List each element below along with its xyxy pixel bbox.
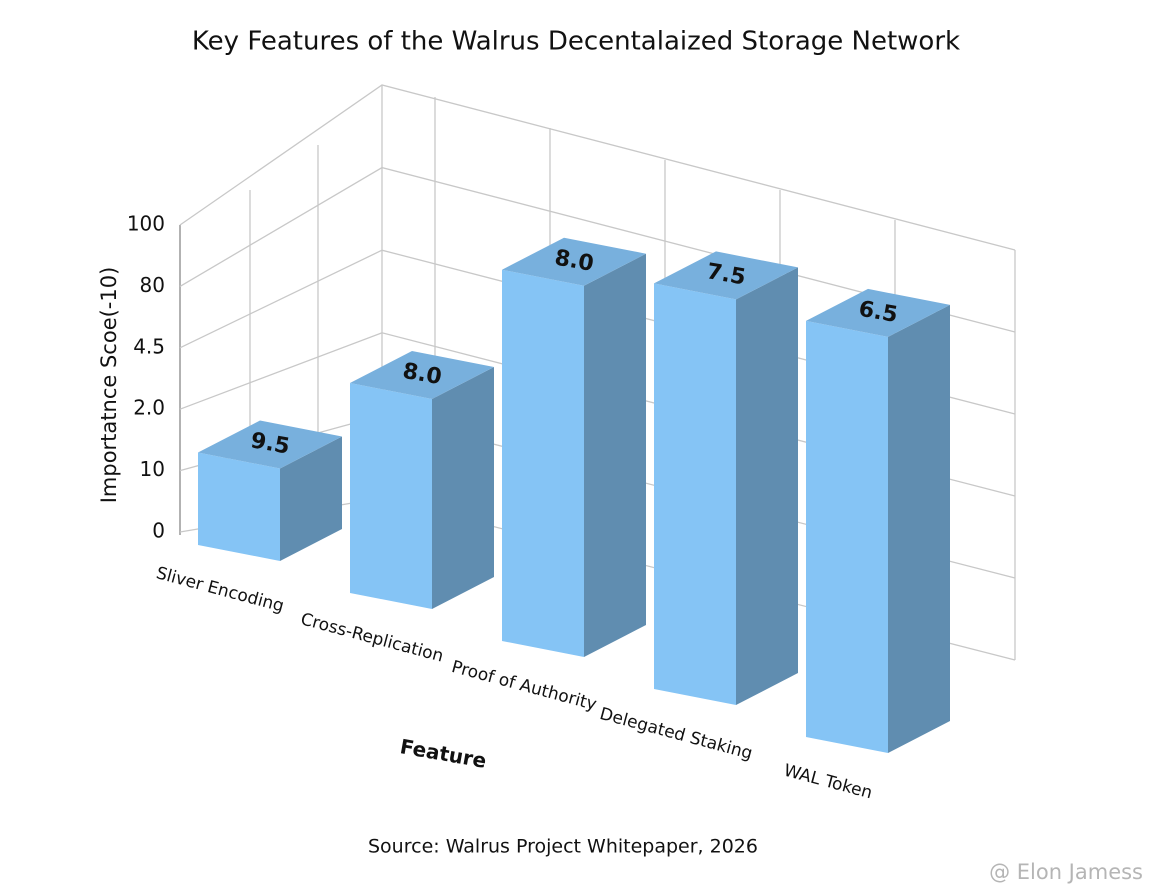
bar bbox=[502, 237, 646, 657]
y-tick-label: 0 bbox=[152, 519, 165, 543]
bar bbox=[654, 251, 798, 705]
bar-top bbox=[502, 237, 646, 286]
x-axis-label: Feature bbox=[398, 734, 488, 773]
grid-line bbox=[179, 84, 1016, 251]
source: Source: Walrus Project Whitepaper, 2026 bbox=[368, 836, 758, 858]
chart-title: Key Features of the Walrus Decentalaized… bbox=[192, 27, 960, 57]
bar-top bbox=[654, 251, 798, 300]
bar-front bbox=[806, 320, 888, 753]
grid-line bbox=[179, 166, 1016, 333]
bar bbox=[806, 288, 950, 753]
bar-front bbox=[350, 383, 432, 609]
y-axis-label: Importatnce Scoe(-10) bbox=[97, 267, 121, 504]
x-tick-label: Sliver Encoding bbox=[154, 563, 286, 616]
bar-top bbox=[806, 288, 950, 337]
bar-top bbox=[198, 420, 342, 469]
y-tick-label: 80 bbox=[140, 273, 165, 297]
x-tick-label: WAL Token bbox=[782, 761, 875, 804]
bar-front bbox=[654, 283, 736, 705]
bar-side bbox=[888, 304, 950, 753]
y-tick-label: 2.0 bbox=[133, 396, 165, 420]
x-tick-label: Delegated Staking bbox=[597, 704, 754, 764]
bar-side bbox=[432, 367, 494, 609]
bar-side bbox=[736, 267, 798, 705]
bar-front bbox=[198, 452, 280, 561]
bar bbox=[198, 420, 342, 561]
y-tick-label: 10 bbox=[140, 457, 165, 481]
watermark: @ Elon Jamess bbox=[989, 860, 1143, 884]
bar-top bbox=[350, 351, 494, 399]
bar-side bbox=[280, 436, 342, 561]
y-tick-label: 4.5 bbox=[133, 334, 165, 358]
x-tick-label: Proof of Authority bbox=[449, 657, 598, 715]
y-tick-label: 100 bbox=[127, 212, 165, 236]
grid-line bbox=[179, 249, 1016, 415]
bar-front bbox=[502, 269, 584, 657]
x-tick-label: Cross-Replication bbox=[299, 609, 446, 666]
bar bbox=[350, 351, 494, 609]
grid-line bbox=[179, 332, 1016, 497]
bar-side bbox=[584, 253, 646, 657]
